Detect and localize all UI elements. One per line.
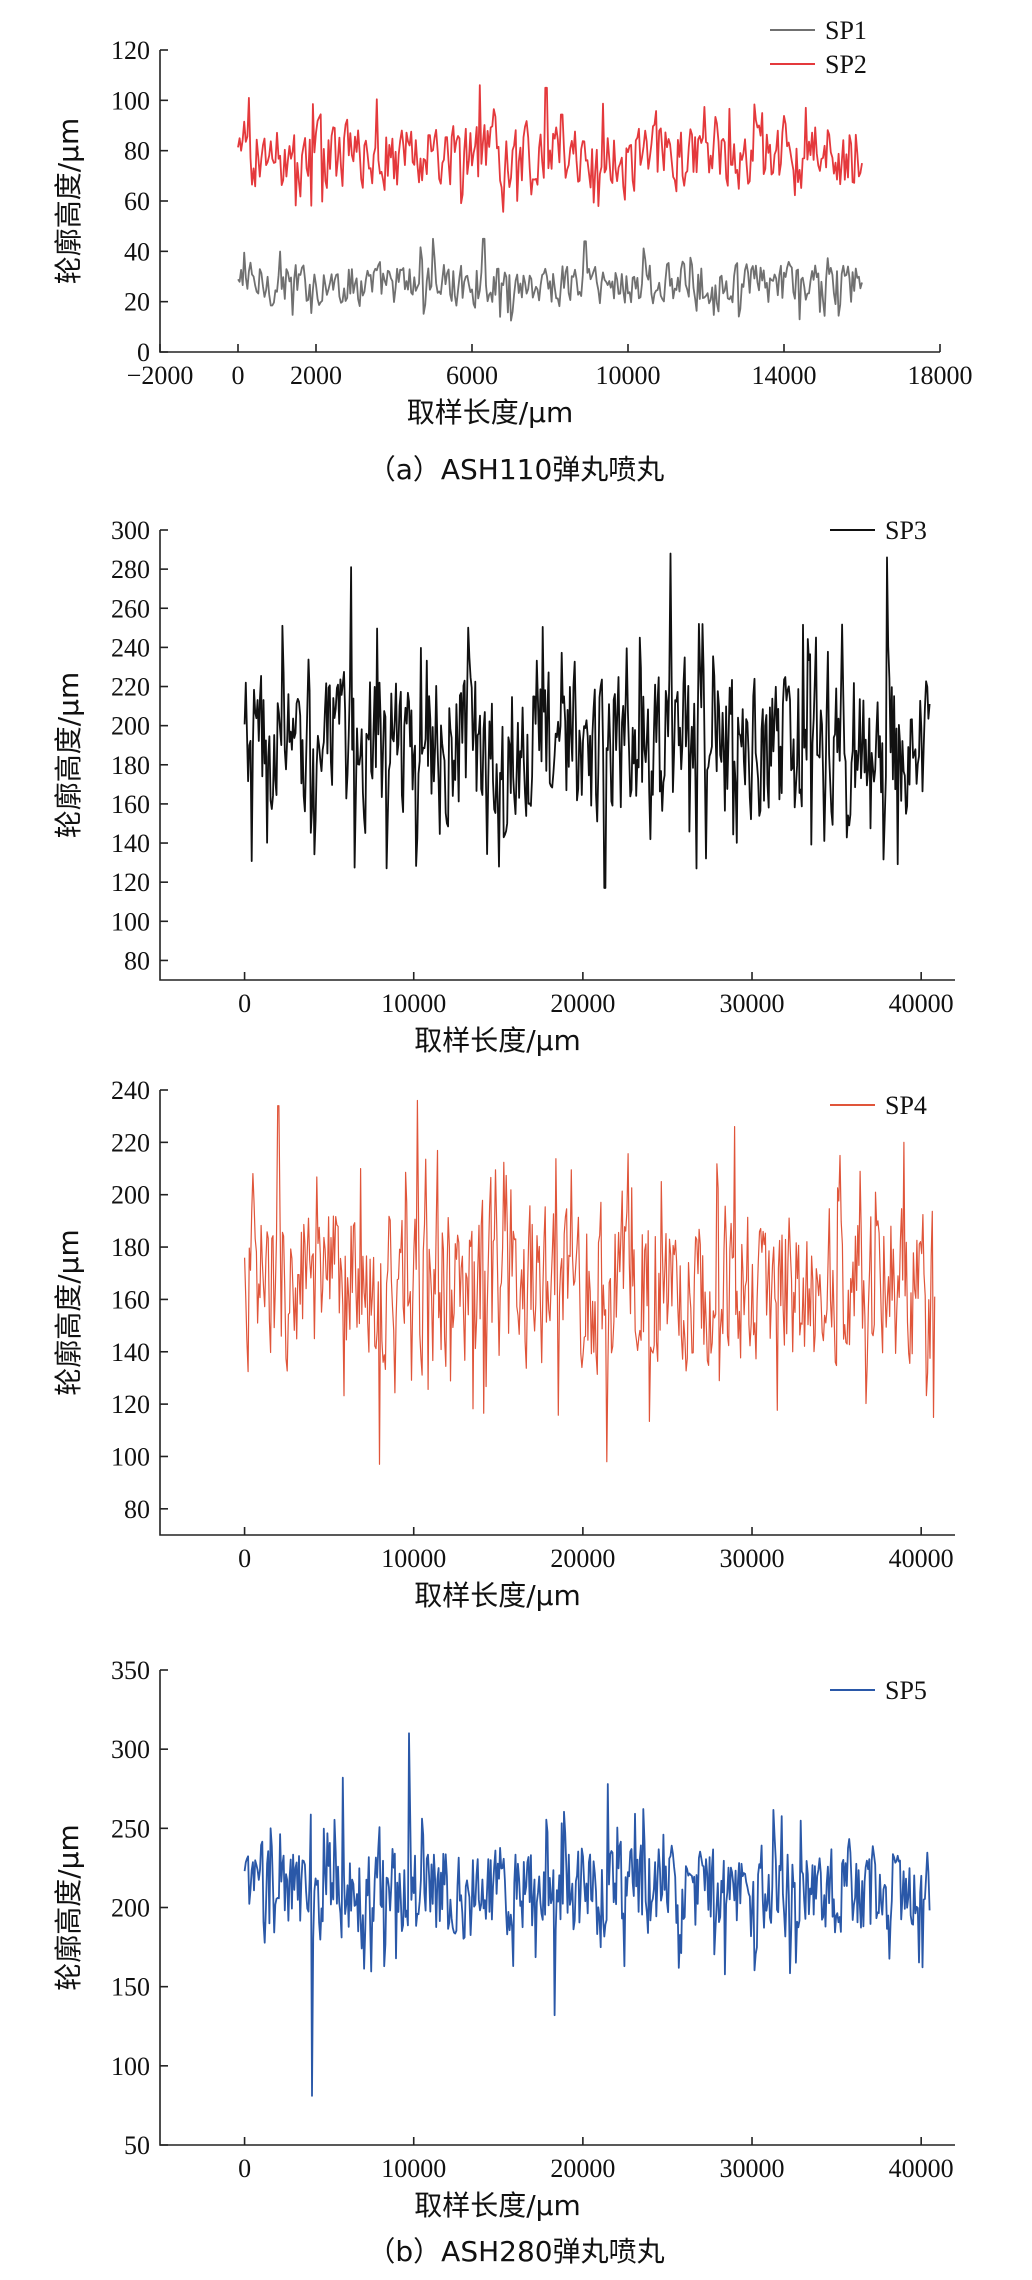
y-tick-label: 120	[111, 868, 150, 897]
y-tick-label: 100	[111, 86, 150, 115]
caption-a: （a）ASH110弹丸喷丸	[367, 453, 665, 486]
legend-label-sp2: SP2	[825, 50, 867, 79]
caption-b: （b）ASH280弹丸喷丸	[367, 2235, 665, 2268]
y-tick-label: 300	[111, 516, 150, 545]
y-tick-label: 200	[111, 1894, 150, 1923]
x-tick-label: 30000	[720, 2154, 785, 2183]
y-tick-label: 150	[111, 1973, 150, 2002]
legend-label-sp5: SP5	[885, 1676, 927, 1705]
y-tick-label: 220	[111, 1128, 150, 1157]
series-line-sp3	[243, 552, 931, 889]
x-axis-label: 取样长度/μm	[414, 2189, 581, 2222]
y-tick-label: 200	[111, 712, 150, 741]
x-tick-label: 30000	[720, 1544, 785, 1573]
y-tick-label: 50	[124, 2131, 150, 2160]
x-tick-label: 14000	[752, 361, 817, 390]
x-tick-label: 10000	[596, 361, 661, 390]
x-tick-label: 0	[238, 1544, 251, 1573]
y-tick-label: 40	[124, 237, 150, 266]
y-tick-label: 140	[111, 829, 150, 858]
x-tick-label: 10000	[381, 1544, 446, 1573]
x-tick-label: 6000	[446, 361, 498, 390]
y-axis-label: 轮廓高度/μm	[52, 1824, 85, 1991]
x-tick-label: 10000	[381, 989, 446, 1018]
axes-frame	[159, 1090, 955, 1536]
y-tick-label: 220	[111, 673, 150, 702]
y-tick-label: 350	[111, 1656, 150, 1685]
y-tick-label: 250	[111, 1814, 150, 1843]
y-tick-label: 120	[111, 1390, 150, 1419]
axes-frame	[159, 530, 955, 981]
axes-frame	[159, 1670, 955, 2146]
y-tick-label: 180	[111, 1233, 150, 1262]
y-tick-label: 60	[124, 187, 150, 216]
x-tick-label: 0	[238, 2154, 251, 2183]
y-tick-label: 20	[124, 288, 150, 317]
x-tick-label: 0	[238, 989, 251, 1018]
x-tick-label: 18000	[908, 361, 973, 390]
y-axis-label: 轮廓高度/μm	[52, 672, 85, 839]
x-tick-label: 40000	[889, 989, 954, 1018]
x-tick-label: 20000	[550, 989, 615, 1018]
y-tick-label: 160	[111, 1285, 150, 1314]
x-axis-label: 取样长度/μm	[407, 396, 574, 429]
y-tick-label: 260	[111, 594, 150, 623]
y-tick-label: 140	[111, 1338, 150, 1367]
y-tick-label: 200	[111, 1181, 150, 1210]
y-tick-label: 0	[137, 338, 150, 367]
x-tick-label: 40000	[889, 1544, 954, 1573]
x-tick-label: 40000	[889, 2154, 954, 2183]
x-tick-label: 10000	[381, 2154, 446, 2183]
chart-sp3: 80 100 120 140 160 180 200 220 240 260 280 300 0 1000…	[52, 516, 955, 1057]
y-tick-label: 100	[111, 907, 150, 936]
y-tick-label: 80	[124, 137, 150, 166]
x-tick-label: 20000	[550, 2154, 615, 2183]
legend-label-sp3: SP3	[885, 516, 927, 545]
y-tick-label: 180	[111, 751, 150, 780]
legend-label-sp4: SP4	[885, 1091, 927, 1120]
x-tick-label: −2000	[127, 361, 194, 390]
y-axis-label: 轮廓高度/μm	[52, 118, 85, 285]
series-line-sp4	[244, 1099, 936, 1465]
y-tick-label: 120	[111, 36, 150, 65]
series-line-sp2	[237, 84, 863, 213]
y-tick-label: 280	[111, 555, 150, 584]
series-line-sp1	[237, 237, 863, 322]
y-tick-label: 240	[111, 633, 150, 662]
y-tick-label: 160	[111, 790, 150, 819]
chart-sp5: 50 100 150 200 250 300 350 0 10000 20000 30000 4000…	[52, 1656, 955, 2222]
x-tick-label: 30000	[720, 989, 785, 1018]
x-tick-label: 20000	[550, 1544, 615, 1573]
y-axis-label: 轮廓高度/μm	[52, 1229, 85, 1396]
y-tick-label: 100	[111, 1442, 150, 1471]
x-axis-label: 取样长度/μm	[414, 1024, 581, 1057]
chart-sp4: 80 100 120 140 160 180 200 220 240 0 10000 20000 300…	[52, 1080, 955, 1612]
x-tick-label: 2000	[290, 361, 342, 390]
y-tick-label: 80	[124, 946, 150, 975]
series-line-sp5	[243, 1732, 931, 2097]
legend-label-sp1: SP1	[825, 16, 867, 45]
y-tick-label: 300	[111, 1735, 150, 1764]
x-axis-label: 取样长度/μm	[414, 1579, 581, 1612]
y-tick-label: 80	[124, 1495, 150, 1524]
y-tick-label: 240	[111, 1080, 150, 1105]
x-tick-label: 0	[232, 361, 245, 390]
y-tick-label: 100	[111, 2052, 150, 2081]
